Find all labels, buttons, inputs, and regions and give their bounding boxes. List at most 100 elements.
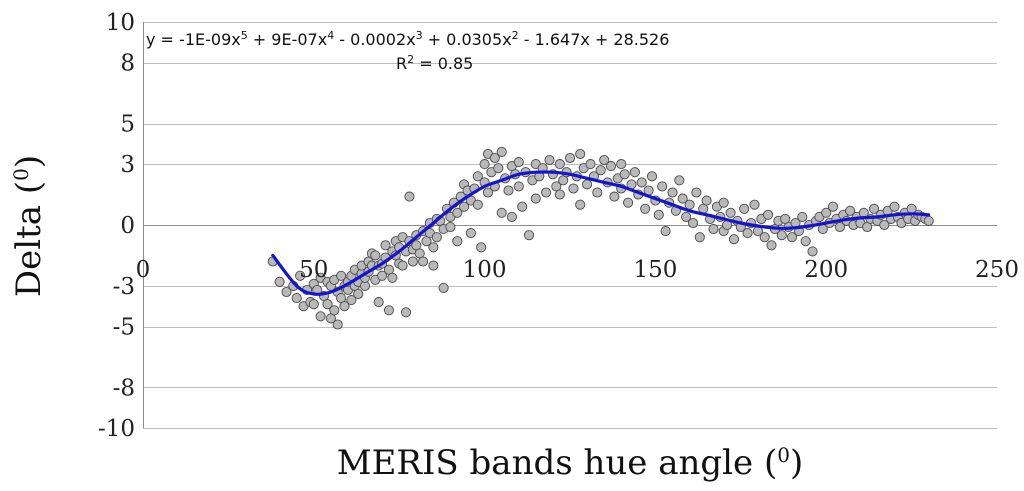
y-tick-label: -3	[113, 274, 135, 300]
data-point	[786, 232, 798, 243]
y-tick-label: -8	[113, 375, 135, 401]
data-point	[629, 167, 640, 178]
data-point	[554, 189, 565, 200]
equation-term: + 9E-07x	[248, 30, 327, 49]
data-point	[718, 197, 729, 208]
equation-term: - 0.0002x	[334, 30, 415, 49]
data-point	[517, 201, 528, 212]
data-point	[677, 193, 688, 204]
data-point	[428, 260, 439, 271]
data-point	[482, 187, 494, 198]
y-tick-label: 10	[106, 10, 135, 36]
data-point	[332, 319, 343, 330]
data-point	[759, 232, 770, 243]
x-tick-label: 200	[804, 257, 848, 283]
data-point	[554, 159, 565, 170]
x-tick-label: 150	[633, 257, 677, 283]
data-point	[653, 209, 664, 220]
data-point	[694, 232, 705, 243]
data-point	[445, 221, 456, 233]
data-point	[568, 183, 579, 194]
y-tick-label: 3	[120, 152, 135, 178]
data-point	[400, 307, 412, 318]
data-point	[807, 246, 818, 257]
data-point	[329, 305, 340, 316]
data-point	[646, 171, 658, 182]
data-point	[404, 191, 415, 202]
data-point	[640, 203, 651, 214]
data-point	[684, 199, 695, 210]
data-point	[667, 187, 678, 198]
data-point	[322, 299, 333, 310]
data-point	[530, 193, 541, 204]
x-tick-label: 0	[136, 257, 151, 283]
data-point	[479, 159, 490, 170]
equation-term: y = -1E-09x	[146, 30, 241, 49]
data-point	[496, 146, 507, 157]
data-point	[657, 181, 668, 192]
r-squared-label: R2 = 0.85	[396, 53, 473, 74]
data-point	[660, 226, 671, 237]
data-point	[370, 250, 381, 261]
data-point	[295, 270, 306, 281]
y-tick-label: -5	[113, 315, 135, 341]
data-point	[845, 205, 856, 216]
equation-exponent: 3	[416, 29, 423, 42]
data-point	[472, 199, 483, 210]
data-point	[821, 207, 832, 218]
data-point	[691, 187, 702, 198]
data-point	[575, 199, 586, 210]
data-point	[339, 301, 350, 312]
data-point	[541, 187, 552, 198]
data-point	[380, 240, 391, 251]
data-point	[377, 270, 388, 281]
data-point	[476, 242, 487, 253]
data-point	[599, 154, 610, 166]
axis-title-text: Delta (	[9, 181, 49, 297]
data-point	[465, 228, 476, 239]
x-axis-title: MERIS bands hue angle (0)	[337, 443, 803, 483]
axis-title-text: )	[9, 155, 49, 168]
data-point	[725, 207, 736, 218]
data-point	[800, 236, 811, 247]
data-point	[923, 215, 934, 226]
data-point	[428, 242, 439, 253]
data-point	[493, 163, 504, 174]
data-point	[619, 169, 630, 180]
data-point	[674, 175, 685, 186]
equation-exponent: 5	[241, 29, 248, 42]
x-tick-label: 250	[975, 257, 1019, 283]
y-tick-label: 8	[120, 51, 135, 77]
r-squared-text: R	[396, 54, 407, 73]
data-point	[827, 201, 839, 212]
data-point	[766, 240, 777, 251]
axis-title-superscript: 0	[777, 443, 790, 467]
data-point	[383, 305, 395, 316]
data-point	[281, 286, 292, 298]
data-point	[616, 159, 627, 170]
data-point	[728, 234, 740, 245]
data-point	[472, 171, 483, 182]
data-point	[544, 154, 555, 166]
equation-term: + 0.0305x	[423, 30, 512, 49]
data-point	[407, 256, 418, 267]
data-point	[336, 270, 347, 281]
data-point	[503, 185, 514, 196]
data-point	[681, 211, 692, 222]
data-point	[797, 211, 808, 222]
data-point	[708, 224, 719, 235]
axis-title-text: MERIS bands hue angle (	[337, 443, 777, 483]
data-point	[879, 219, 890, 231]
data-point	[834, 221, 845, 233]
data-point	[605, 161, 617, 172]
data-point	[582, 179, 593, 190]
equation-exponent: 4	[327, 29, 334, 42]
y-axis-title: Delta (0)	[9, 155, 49, 297]
r-squared-exponent: 2	[407, 53, 414, 66]
data-point	[868, 203, 880, 214]
x-tick-label: 50	[299, 257, 328, 283]
data-point	[609, 191, 620, 202]
data-point	[274, 276, 285, 287]
trendline	[271, 170, 931, 296]
